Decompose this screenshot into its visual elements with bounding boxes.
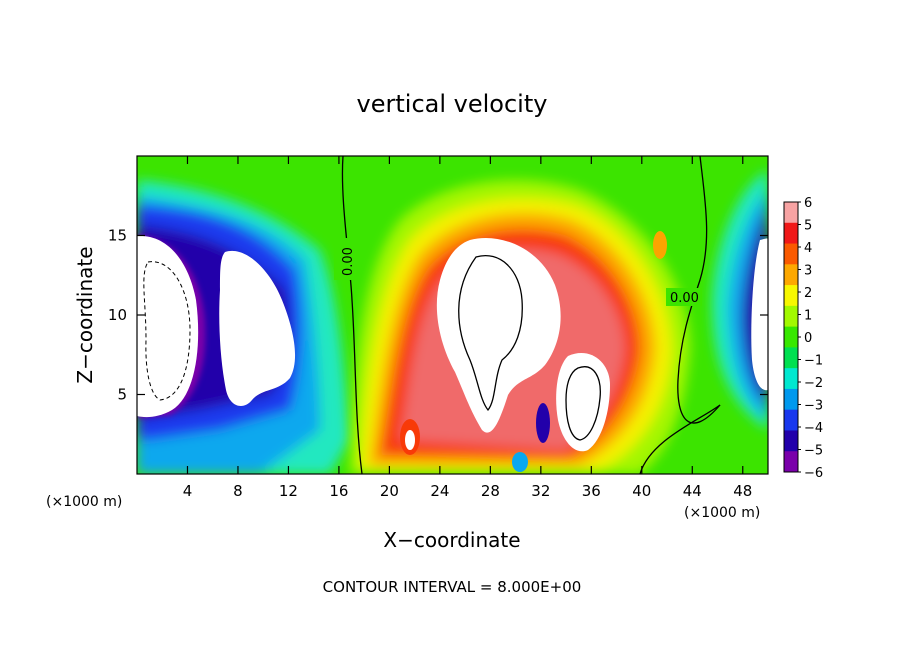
x-unit-right: (×1000 m)	[684, 505, 760, 521]
x-axis-label: X−coordinate	[383, 528, 520, 552]
colorbar-label: −4	[804, 421, 823, 436]
colorbar-label: 3	[804, 264, 812, 279]
colorbar-label: −5	[804, 444, 823, 459]
colorbar-label: −6	[804, 466, 823, 481]
x-axis: 4 8 12 16 20 24 28 32 36 40 44 48	[183, 156, 752, 500]
y-axis: 5 10 15	[108, 227, 768, 404]
chart-title: vertical velocity	[357, 90, 548, 118]
x-tick-label: 32	[531, 482, 550, 500]
y-tick-label: 15	[108, 227, 127, 245]
colorbar-label: 1	[804, 309, 812, 324]
colorbar-swatch	[784, 388, 798, 411]
colorbar-label: −1	[804, 354, 823, 369]
x-tick-label: 24	[430, 482, 449, 500]
colorbar-swatch	[784, 264, 798, 286]
y-tick-label: 10	[108, 306, 127, 324]
x-tick-label: 44	[683, 482, 702, 500]
x-tick-label: 4	[183, 482, 193, 500]
x-tick-label: 48	[733, 482, 752, 500]
contour-label: 0.00	[341, 247, 356, 276]
colorbar-swatch	[784, 222, 798, 245]
colorbar-swatch	[784, 305, 798, 328]
x-tick-label: 12	[279, 482, 298, 500]
colorbar-swatch	[784, 326, 798, 348]
y-tick-label: 5	[117, 386, 127, 404]
x-tick-label: 28	[481, 482, 500, 500]
y-axis-label: Z−coordinate	[73, 246, 97, 383]
heatmap-field	[137, 156, 768, 474]
colorbar-label: 5	[804, 219, 812, 234]
colorbar-swatch	[784, 285, 798, 307]
colorbar: 6 5 4 3 2 1 0 −1 −2 −3 −4 −5 −6	[783, 196, 823, 481]
colorbar-swatch	[784, 430, 798, 452]
colorbar-label: −2	[804, 376, 823, 391]
colorbar-label: 6	[804, 196, 812, 211]
contour-interval-note: CONTOUR INTERVAL = 8.000E+00	[323, 578, 582, 596]
colorbar-swatch	[784, 409, 798, 431]
x-tick-label: 16	[329, 482, 348, 500]
colorbar-swatch	[784, 347, 798, 369]
colorbar-label: 0	[804, 331, 812, 346]
x-tick-label: 36	[582, 482, 601, 500]
x-tick-label: 40	[632, 482, 651, 500]
colorbar-swatch	[784, 243, 798, 265]
x-unit-left: (×1000 m)	[46, 494, 122, 510]
contour-label: 0.00	[670, 291, 699, 306]
colorbar-swatch	[784, 202, 798, 224]
colorbar-label: 2	[804, 286, 812, 301]
colorbar-swatch	[784, 368, 798, 390]
x-tick-label: 20	[380, 482, 399, 500]
x-tick-label: 8	[233, 482, 243, 500]
colorbar-label: −3	[804, 399, 823, 414]
colorbar-swatch	[784, 451, 798, 473]
colorbar-label: 4	[804, 241, 812, 256]
